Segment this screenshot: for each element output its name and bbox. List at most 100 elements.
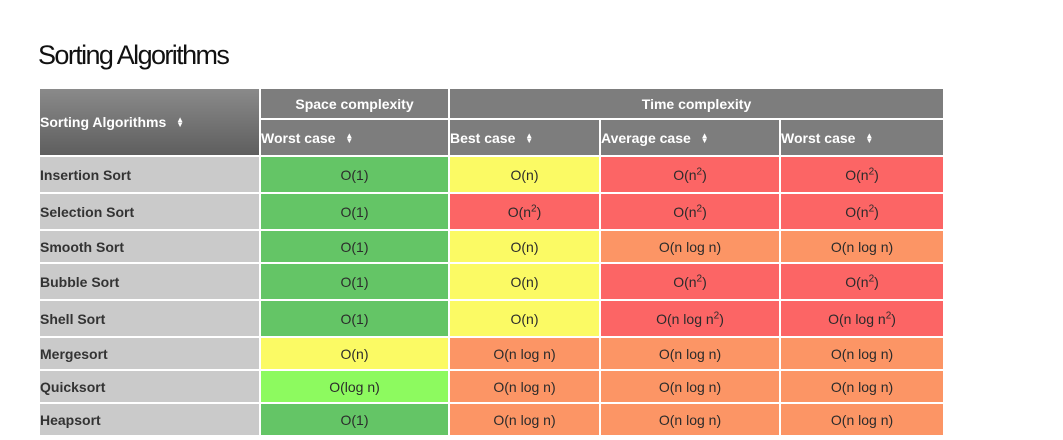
complexity-cell: O(n log n) bbox=[599, 336, 781, 371]
column-header-space-worst[interactable]: Worst case ▲ ▼ bbox=[259, 118, 450, 157]
algorithm-name-cell: Bubble Sort bbox=[38, 262, 261, 301]
complexity-text: O(n) bbox=[510, 238, 539, 255]
group-header-time: Time complexity bbox=[447, 87, 946, 120]
complexity-text-close: ) bbox=[874, 203, 879, 220]
complexity-cell: O(1) bbox=[259, 155, 450, 194]
column-header-label: Average case bbox=[601, 129, 691, 146]
complexity-exponent: 2 bbox=[531, 202, 537, 214]
complexity-text: O(n log n bbox=[656, 310, 714, 327]
column-header-label: Best case bbox=[450, 129, 516, 146]
sort-icon[interactable]: ▲ ▼ bbox=[700, 130, 709, 145]
complexity-text-close: ) bbox=[702, 203, 707, 220]
complexity-text: O(n log n) bbox=[830, 378, 894, 395]
complexity-text: O(n bbox=[845, 203, 869, 220]
complexity-text: O(1) bbox=[340, 411, 369, 428]
complexity-text-close: ) bbox=[874, 273, 879, 290]
column-header-label: Worst case bbox=[781, 129, 856, 146]
algorithm-name-cell: Smooth Sort bbox=[38, 229, 261, 264]
complexity-text-close: ) bbox=[536, 203, 542, 220]
algorithm-name-cell: Shell Sort bbox=[38, 299, 261, 338]
complexity-cell: O(n log n) bbox=[778, 336, 946, 371]
group-header-space: Space complexity bbox=[259, 87, 450, 120]
complexity-cell: O(n log n) bbox=[778, 229, 946, 264]
complexity-cell: O(1) bbox=[259, 229, 450, 264]
complexity-cell: O(n2) bbox=[599, 155, 781, 194]
complexity-cell: O(n log n) bbox=[599, 369, 781, 404]
complexity-cell: O(n log n) bbox=[778, 402, 946, 437]
complexity-cell: O(n) bbox=[448, 229, 601, 264]
column-header-time-average[interactable]: Average case ▲ ▼ bbox=[599, 118, 781, 157]
complexity-text: O(1) bbox=[340, 166, 369, 183]
complexity-cell: O(n log n) bbox=[448, 369, 601, 404]
sort-icon[interactable]: ▲ ▼ bbox=[345, 130, 354, 145]
sorting-table: Sorting Algorithms ▲ ▼ Space complexity T… bbox=[38, 87, 946, 437]
complexity-cell: O(n2) bbox=[778, 155, 946, 194]
complexity-exponent: 2 bbox=[696, 202, 703, 214]
complexity-text-close: ) bbox=[702, 273, 707, 290]
complexity-text: O(n bbox=[507, 203, 532, 220]
sort-icon[interactable]: ▲ ▼ bbox=[865, 130, 874, 145]
complexity-text: O(n log n bbox=[828, 310, 886, 327]
complexity-exponent: 2 bbox=[713, 309, 720, 321]
complexity-text: O(n log n) bbox=[830, 411, 894, 428]
complexity-text: O(n) bbox=[510, 166, 539, 183]
complexity-cell: O(n log n) bbox=[599, 229, 781, 264]
page-title: Sorting Algorithms bbox=[38, 40, 230, 70]
table-row: Shell Sort O(1) O(n) O(n log n2) O(n log n2) bbox=[38, 299, 946, 338]
table-row: Smooth Sort O(1) O(n) O(n log n) O(n log n) bbox=[38, 229, 946, 264]
complexity-text: O(n log n) bbox=[658, 345, 722, 362]
algorithm-name-cell: Mergesort bbox=[38, 336, 261, 371]
algorithm-name-cell: Insertion Sort bbox=[38, 155, 261, 194]
complexity-exponent: 2 bbox=[868, 272, 875, 284]
complexity-cell: O(1) bbox=[259, 299, 450, 338]
complexity-text-close: ) bbox=[702, 166, 707, 183]
complexity-text-close: ) bbox=[891, 310, 896, 327]
complexity-text-close: ) bbox=[719, 310, 724, 327]
complexity-cell: O(n2) bbox=[778, 192, 946, 231]
complexity-exponent: 2 bbox=[696, 272, 703, 284]
sort-icon[interactable]: ▲ ▼ bbox=[525, 130, 534, 145]
complexity-exponent: 2 bbox=[868, 202, 875, 214]
algorithm-name-cell: Quicksort bbox=[38, 369, 261, 404]
complexity-cell: O(1) bbox=[259, 192, 450, 231]
complexity-exponent: 2 bbox=[885, 309, 892, 321]
complexity-cell: O(n log n) bbox=[778, 369, 946, 404]
column-header-time-worst[interactable]: Worst case ▲ ▼ bbox=[778, 118, 946, 157]
algorithm-name-cell: Heapsort bbox=[38, 402, 261, 437]
column-header-algorithm[interactable]: Sorting Algorithms ▲ ▼ bbox=[38, 87, 261, 157]
complexity-cell: O(log n) bbox=[259, 369, 450, 404]
complexity-exponent: 2 bbox=[868, 165, 875, 177]
complexity-cell: O(n2) bbox=[448, 192, 601, 231]
complexity-exponent: 2 bbox=[696, 165, 703, 177]
complexity-text: O(n log n) bbox=[493, 345, 556, 362]
complexity-text: O(n log n) bbox=[658, 238, 722, 255]
complexity-cell: O(n2) bbox=[599, 262, 781, 301]
complexity-cell: O(n2) bbox=[599, 192, 781, 231]
complexity-cell: O(n log n) bbox=[448, 402, 601, 437]
complexity-text-close: ) bbox=[874, 166, 879, 183]
table-row: Heapsort O(1) O(n log n) O(n log n) O(n log … bbox=[38, 402, 946, 437]
complexity-text: O(n log n) bbox=[493, 411, 556, 428]
complexity-text: O(n bbox=[673, 203, 697, 220]
complexity-cell: O(n log n) bbox=[599, 402, 781, 437]
complexity-cell: O(n log n) bbox=[448, 336, 601, 371]
sort-icon[interactable]: ▲ ▼ bbox=[176, 115, 185, 130]
complexity-cell: O(n log n2) bbox=[778, 299, 946, 338]
complexity-cell: O(n) bbox=[448, 299, 601, 338]
column-header-time-best[interactable]: Best case ▲ ▼ bbox=[448, 118, 601, 157]
complexity-text: O(n bbox=[673, 166, 697, 183]
complexity-text: O(n bbox=[845, 166, 869, 183]
algorithm-name-cell: Selection Sort bbox=[38, 192, 261, 231]
table-body: Insertion Sort O(1) O(n) O(n2) O(n2) Selectio… bbox=[38, 155, 946, 437]
complexity-text: O(n log n) bbox=[493, 378, 556, 395]
table-row: Insertion Sort O(1) O(n) O(n2) O(n2) bbox=[38, 155, 946, 194]
complexity-text: O(n) bbox=[340, 345, 369, 362]
table-row: Bubble Sort O(1) O(n) O(n2) O(n2) bbox=[38, 262, 946, 301]
complexity-cell: O(n) bbox=[448, 262, 601, 301]
complexity-text: O(1) bbox=[340, 273, 369, 290]
complexity-text: O(1) bbox=[340, 203, 369, 220]
table-row: Mergesort O(n) O(n log n) O(n log n) O(n log… bbox=[38, 336, 946, 371]
complexity-text: O(log n) bbox=[329, 378, 380, 395]
column-header-label: Sorting Algorithms bbox=[40, 114, 167, 130]
complexity-cell: O(1) bbox=[259, 402, 450, 437]
